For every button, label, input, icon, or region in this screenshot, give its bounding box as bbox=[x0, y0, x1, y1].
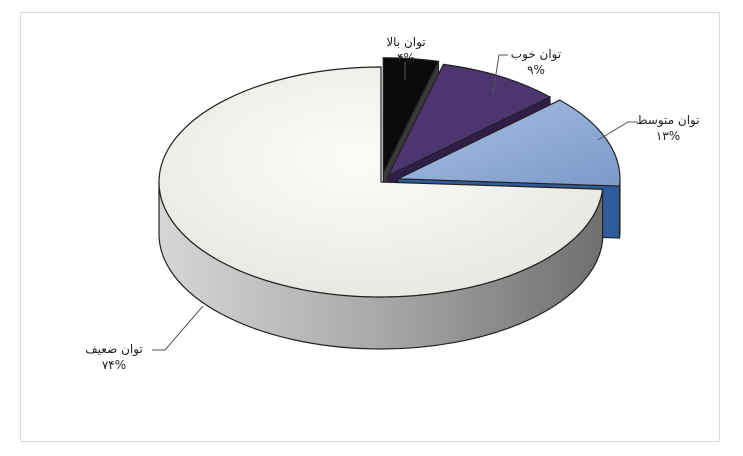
slice-high bbox=[382, 57, 440, 173]
slice-value-good: ۹% bbox=[527, 63, 545, 77]
slice-label-high: توان بالا bbox=[386, 35, 425, 50]
slice-value-weak: ۷۴% bbox=[102, 358, 126, 372]
slice-value-high: ۴% bbox=[397, 51, 415, 65]
slice-good bbox=[386, 63, 552, 178]
leader-line-medium bbox=[597, 121, 638, 141]
leader-line-good bbox=[492, 54, 508, 94]
slice-medium bbox=[397, 99, 621, 187]
slice-label-medium: توان متوسط bbox=[636, 113, 699, 128]
slice-weak bbox=[158, 66, 604, 298]
leader-line-weak bbox=[152, 305, 204, 351]
slice-value-medium: ۱۳% bbox=[656, 129, 680, 143]
slice-label-good: توان خوب bbox=[511, 47, 561, 62]
slice-label-weak: توان ضعیف bbox=[85, 342, 143, 357]
